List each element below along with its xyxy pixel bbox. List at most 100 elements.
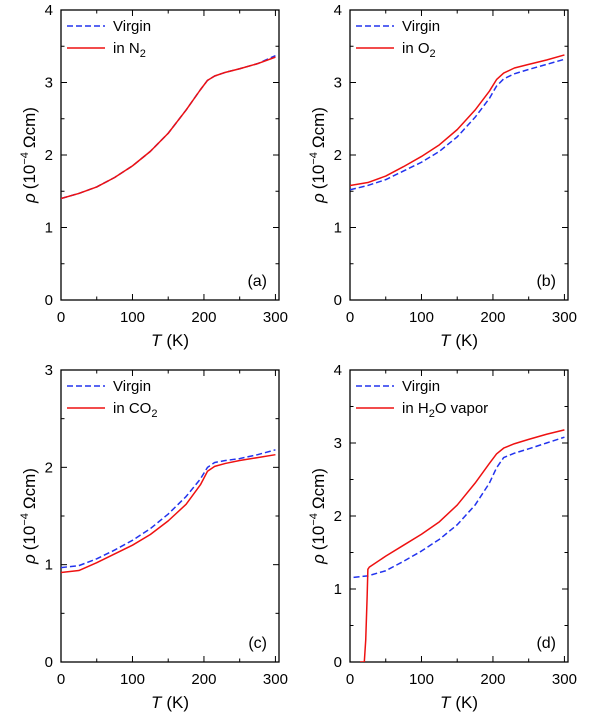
legend-text: Virgin (402, 18, 440, 35)
x-axis-title: T (K) (151, 693, 189, 712)
x-tick-label: 0 (57, 309, 65, 326)
y-tick-label: 4 (334, 2, 342, 19)
x-tick-label: 100 (409, 309, 434, 326)
y-axis-prefix: (10 (20, 165, 39, 190)
x-axis-variable: T (151, 693, 163, 712)
legend-entry-treated: in H2O vapor (402, 400, 488, 420)
legend-subscript: 2 (430, 48, 436, 60)
x-tick-label: 200 (480, 671, 505, 688)
y-axis-variable: ρ (309, 554, 328, 565)
y-axis-title: ρ (10−4 Ωcm) (19, 468, 39, 565)
y-axis-title: ρ (10−4 Ωcm) (308, 107, 328, 204)
y-axis-prefix: (10 (20, 526, 39, 551)
y-tick-label: 1 (45, 557, 53, 574)
plot-frame (60, 369, 280, 663)
series-line-treated (360, 429, 565, 662)
series-line-virgin (61, 54, 276, 200)
series-line-treated (61, 56, 276, 200)
y-axis-unit: Ωcm) (20, 107, 39, 148)
panel-label: (b) (536, 273, 556, 290)
y-axis-prefix: (10 (309, 165, 328, 190)
plot-frame (349, 9, 569, 301)
series-line-virgin (353, 436, 565, 579)
legend-text: in O (402, 40, 430, 57)
x-tick-label: 100 (409, 671, 434, 688)
y-tick-label: 3 (45, 75, 53, 92)
legend-suffix: O vapor (435, 400, 488, 417)
y-tick-label: 0 (334, 654, 342, 671)
y-tick-label: 2 (334, 147, 342, 164)
x-tick-label: 300 (552, 309, 577, 326)
y-tick-label: 2 (45, 459, 53, 476)
y-axis-title: ρ (10−4 Ωcm) (19, 107, 39, 204)
y-axis-unit: Ωcm) (20, 468, 39, 509)
x-tick-label: 0 (57, 671, 65, 688)
y-axis-exponent: −4 (19, 513, 31, 526)
x-axis-title: T (K) (151, 331, 189, 350)
y-axis-prefix: (10 (309, 526, 328, 551)
x-axis-title: T (K) (440, 331, 478, 350)
x-tick-label: 100 (120, 309, 145, 326)
y-tick-label: 0 (45, 292, 53, 309)
panel-label: (c) (248, 635, 267, 652)
panel-label: (d) (536, 635, 556, 652)
y-axis-variable: ρ (20, 554, 39, 565)
y-axis-title: ρ (10−4 Ωcm) (308, 468, 328, 565)
legend-entry-virgin: Virgin (113, 378, 151, 395)
x-tick-label: 0 (346, 309, 354, 326)
x-axis-unit: (K) (455, 331, 478, 350)
y-tick-label: 2 (45, 147, 53, 164)
y-tick-label: 1 (45, 220, 53, 237)
legend-text: in N (113, 40, 140, 57)
legend-subscript: 2 (429, 408, 435, 420)
legend-entry-virgin: Virgin (113, 18, 151, 35)
y-tick-label: 1 (334, 220, 342, 237)
y-tick-label: 0 (45, 654, 53, 671)
legend-entry-treated: in CO2 (113, 400, 157, 420)
legend-text: Virgin (402, 378, 440, 395)
legend-entry-treated: in O2 (402, 40, 436, 60)
legend-entry-virgin: Virgin (402, 18, 440, 35)
y-axis-exponent: −4 (19, 152, 31, 165)
x-axis-title: T (K) (440, 693, 478, 712)
x-axis-unit: (K) (455, 693, 478, 712)
x-tick-label: 300 (263, 309, 288, 326)
y-tick-label: 0 (334, 292, 342, 309)
y-axis-variable: ρ (20, 193, 39, 204)
x-axis-variable: T (440, 331, 452, 350)
y-axis-unit: Ωcm) (309, 107, 328, 148)
x-axis-variable: T (440, 693, 452, 712)
legend-text: Virgin (113, 18, 151, 35)
x-axis-variable: T (151, 331, 163, 350)
x-tick-label: 100 (120, 671, 145, 688)
legend-text: in CO (113, 400, 151, 417)
legend-subscript: 2 (140, 48, 146, 60)
series-line-virgin (350, 58, 565, 191)
plot-frame (60, 9, 280, 301)
x-tick-label: 300 (552, 671, 577, 688)
series-line-treated (61, 453, 276, 574)
y-tick-label: 3 (334, 435, 342, 452)
x-tick-label: 0 (346, 671, 354, 688)
legend-entry-treated: in N2 (113, 40, 146, 60)
series-line-virgin (61, 449, 276, 569)
y-tick-label: 1 (334, 581, 342, 598)
y-tick-label: 4 (45, 2, 53, 19)
x-tick-label: 200 (191, 671, 216, 688)
series-line-treated (350, 54, 565, 187)
y-tick-label: 3 (334, 75, 342, 92)
y-tick-label: 4 (334, 362, 342, 379)
panel-label: (a) (247, 273, 267, 290)
y-tick-label: 2 (334, 508, 342, 525)
x-axis-unit: (K) (166, 331, 189, 350)
legend-text: Virgin (113, 378, 151, 395)
x-tick-label: 200 (191, 309, 216, 326)
x-axis-unit: (K) (166, 693, 189, 712)
legend-entry-virgin: Virgin (402, 378, 440, 395)
x-tick-label: 300 (263, 671, 288, 688)
